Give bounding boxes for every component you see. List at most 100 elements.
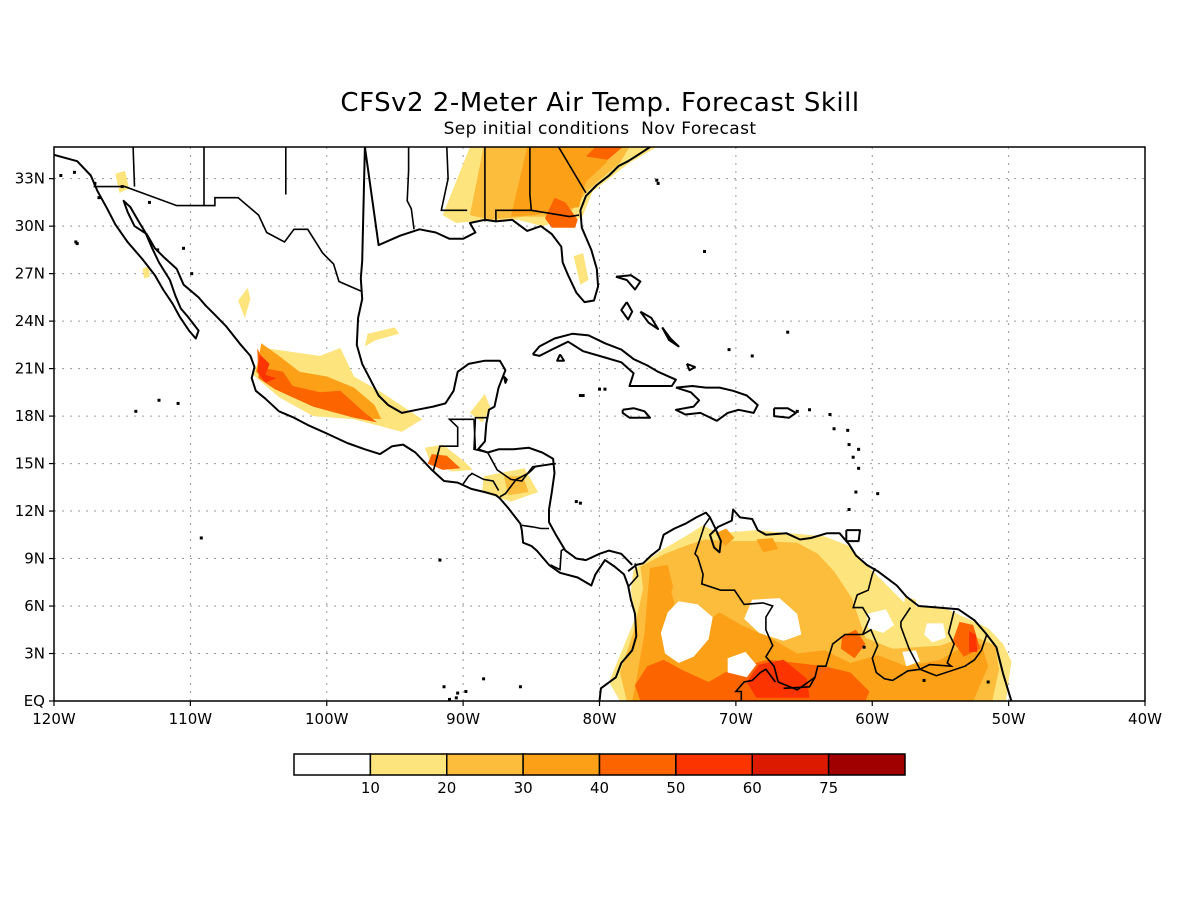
colorbar-swatch [293, 753, 372, 776]
border-line [862, 607, 922, 682]
skill-region-level-1 [573, 253, 589, 285]
skill-region-level-5 [969, 631, 978, 652]
skill-region-level-1 [142, 265, 150, 279]
skill-region-level-3 [632, 564, 989, 701]
skill-region-level-0 [924, 623, 946, 643]
island-dot [147, 200, 151, 204]
island-dot [447, 697, 451, 701]
island-dot [574, 500, 578, 504]
border-line [627, 563, 639, 588]
coastline [621, 407, 651, 419]
island-dot [847, 443, 851, 447]
island-dot [922, 678, 926, 682]
border-line [132, 147, 136, 187]
island-dot [846, 428, 850, 432]
skill-region-level-1 [903, 596, 916, 611]
island-dot [581, 394, 585, 398]
map-background [54, 147, 1145, 701]
island-dot [182, 246, 186, 250]
skill-region-level-1 [364, 327, 399, 347]
border-line [440, 147, 468, 212]
coastline [531, 332, 677, 387]
lon-tick-label: 100W [305, 710, 349, 728]
island-dot [456, 691, 460, 695]
lat-tick-label: 24N [15, 312, 45, 330]
island-dot [727, 348, 731, 352]
coastline [773, 407, 797, 419]
axis-ticks: 120W 110W 100W 90W 80W 70W 60W 50W 40W EQ 3N 6N 9N 12… [15, 170, 1162, 728]
lat-tick-label: 3N [24, 645, 45, 663]
skill-shading [115, 147, 1012, 701]
skill-region-level-3 [756, 538, 779, 553]
island-dot [442, 685, 446, 689]
skill-region-level-4 [840, 629, 866, 659]
island-dot [74, 240, 78, 244]
skill-region-level-4 [257, 348, 378, 423]
island-dot [786, 330, 790, 334]
island-dot [598, 387, 601, 391]
lat-tick-label: EQ [24, 692, 45, 710]
coastline [627, 508, 1013, 701]
coastline [674, 385, 759, 422]
colorbar-label: 50 [666, 779, 685, 797]
colorbar-swatch [446, 753, 524, 776]
border-line [432, 418, 474, 472]
island-dot [828, 413, 832, 417]
border-line [734, 668, 777, 701]
lon-tick-label: 40W [1128, 710, 1162, 728]
colorbar-label: 30 [514, 779, 533, 797]
lat-tick-label: 21N [15, 360, 45, 378]
coastline [556, 353, 565, 362]
coastline [845, 529, 861, 543]
island-dot [59, 173, 63, 177]
colorbar-swatch [827, 753, 906, 776]
island-dot [464, 690, 468, 694]
skill-region-level-3 [715, 528, 735, 546]
island-dot [454, 696, 458, 700]
skill-region-level-1 [238, 287, 251, 318]
border-line [521, 524, 549, 530]
lon-tick-label: 110W [169, 710, 213, 728]
colorbar-label: 75 [819, 779, 838, 797]
coastline [620, 301, 634, 321]
colorbar-label: 10 [361, 779, 380, 797]
border-line [93, 185, 362, 292]
colorbar-swatch [369, 753, 448, 776]
island-dot [656, 181, 660, 185]
island-dot [851, 455, 855, 459]
coastline [363, 147, 651, 304]
lon-tick-label: 50W [992, 710, 1026, 728]
colorbar-swatch [598, 753, 677, 776]
coastline [685, 362, 696, 372]
border-line [550, 548, 565, 571]
coastline [503, 375, 508, 384]
island-dot [93, 181, 97, 185]
colorbar-label: 60 [743, 779, 762, 797]
island-dot [847, 507, 851, 511]
island-dot [75, 242, 79, 246]
skill-region-level-4 [585, 147, 623, 160]
island-dot [655, 178, 659, 182]
border-line [694, 516, 779, 683]
island-dot [795, 409, 799, 413]
lon-tick-label: 120W [32, 710, 76, 728]
island-dot [72, 170, 76, 174]
island-dot [518, 685, 522, 689]
colorbar-swatch [522, 753, 601, 776]
border-line [557, 147, 587, 194]
island-dot [854, 490, 858, 494]
coastline [639, 310, 660, 330]
island-dot [97, 196, 101, 200]
colorbar-label: 40 [590, 779, 609, 797]
coastline [54, 153, 638, 701]
skill-region-level-0 [866, 609, 895, 633]
lat-tick-label: 15N [15, 455, 45, 473]
map-title: CFSv2 2-Meter Air Temp. Forecast Skill [340, 88, 859, 118]
island-dot [134, 409, 138, 413]
island-dot [120, 185, 124, 189]
island-dot [750, 354, 754, 358]
map-subtitle: Sep initial conditions Nov Forecast [444, 119, 757, 139]
skill-region-level-4 [545, 197, 578, 228]
skill-region-level-3 [510, 147, 614, 217]
